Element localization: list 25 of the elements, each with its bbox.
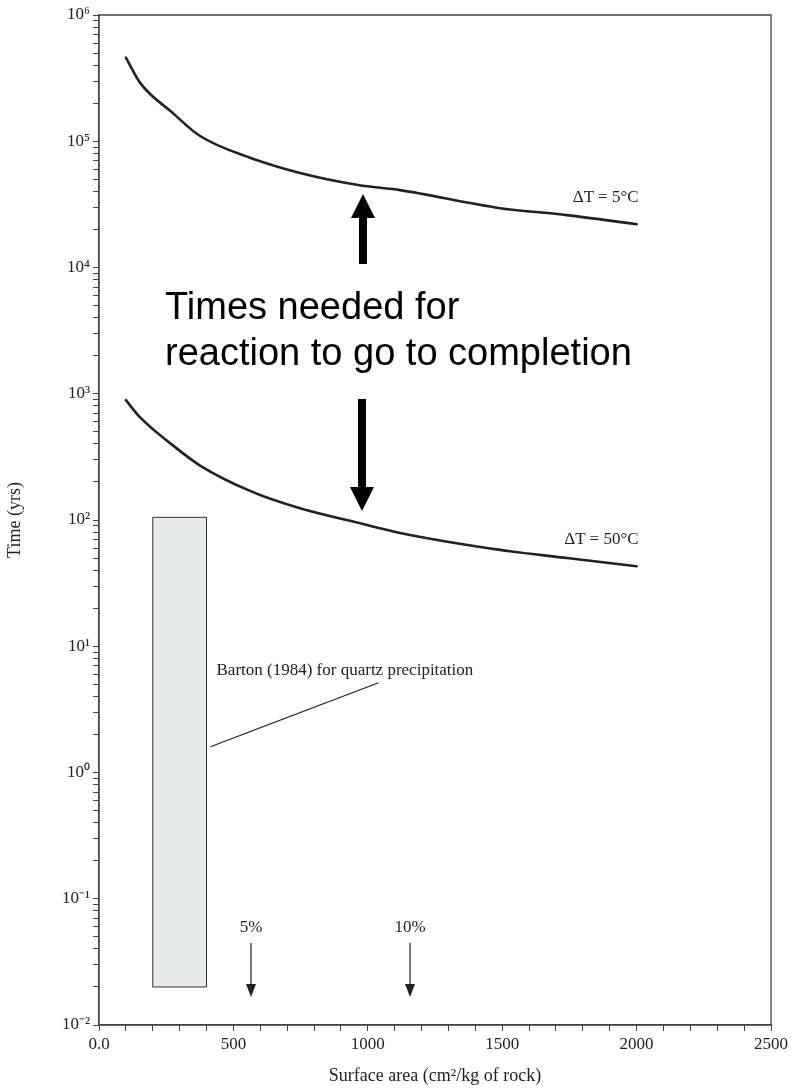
x-tick-label: 1500 [485,1033,520,1053]
series-label: ΔT = 5°C [572,187,639,207]
x-tick-label: 1000 [350,1033,385,1053]
y-tick-label: 10³ [67,383,90,403]
x-tick-label: 500 [220,1033,247,1053]
x-tick-label: 2500 [754,1033,788,1053]
x-tick-label: 0.0 [88,1033,110,1053]
line-series [124,398,638,568]
y-tick-label: 10² [67,509,90,529]
annotation: Barton (1984) for quartz precipitation [216,659,474,679]
y-tick-label: 10⁻² [61,1014,90,1034]
x-tick-label: 2000 [619,1033,654,1053]
y-tick-label: 10⁶ [67,4,91,24]
y-tick-label: 10⁻¹ [61,888,90,908]
line-series [124,56,638,226]
y-tick-label: 10⁵ [67,130,91,150]
annotation: 5% [238,917,264,938]
x-axis-title: Surface area (cm²/kg of rock) [328,1064,542,1086]
annotation: 10% [393,917,427,938]
annotation: Times needed for reaction to go to completion [165,284,632,375]
y-axis-title: Time (yrs) [3,482,25,558]
y-tick-label: 10⁰ [67,761,90,781]
y-tick-label: 10⁴ [67,256,91,276]
y-tick-label: 10¹ [67,635,90,655]
series-label: ΔT = 50°C [564,529,639,549]
